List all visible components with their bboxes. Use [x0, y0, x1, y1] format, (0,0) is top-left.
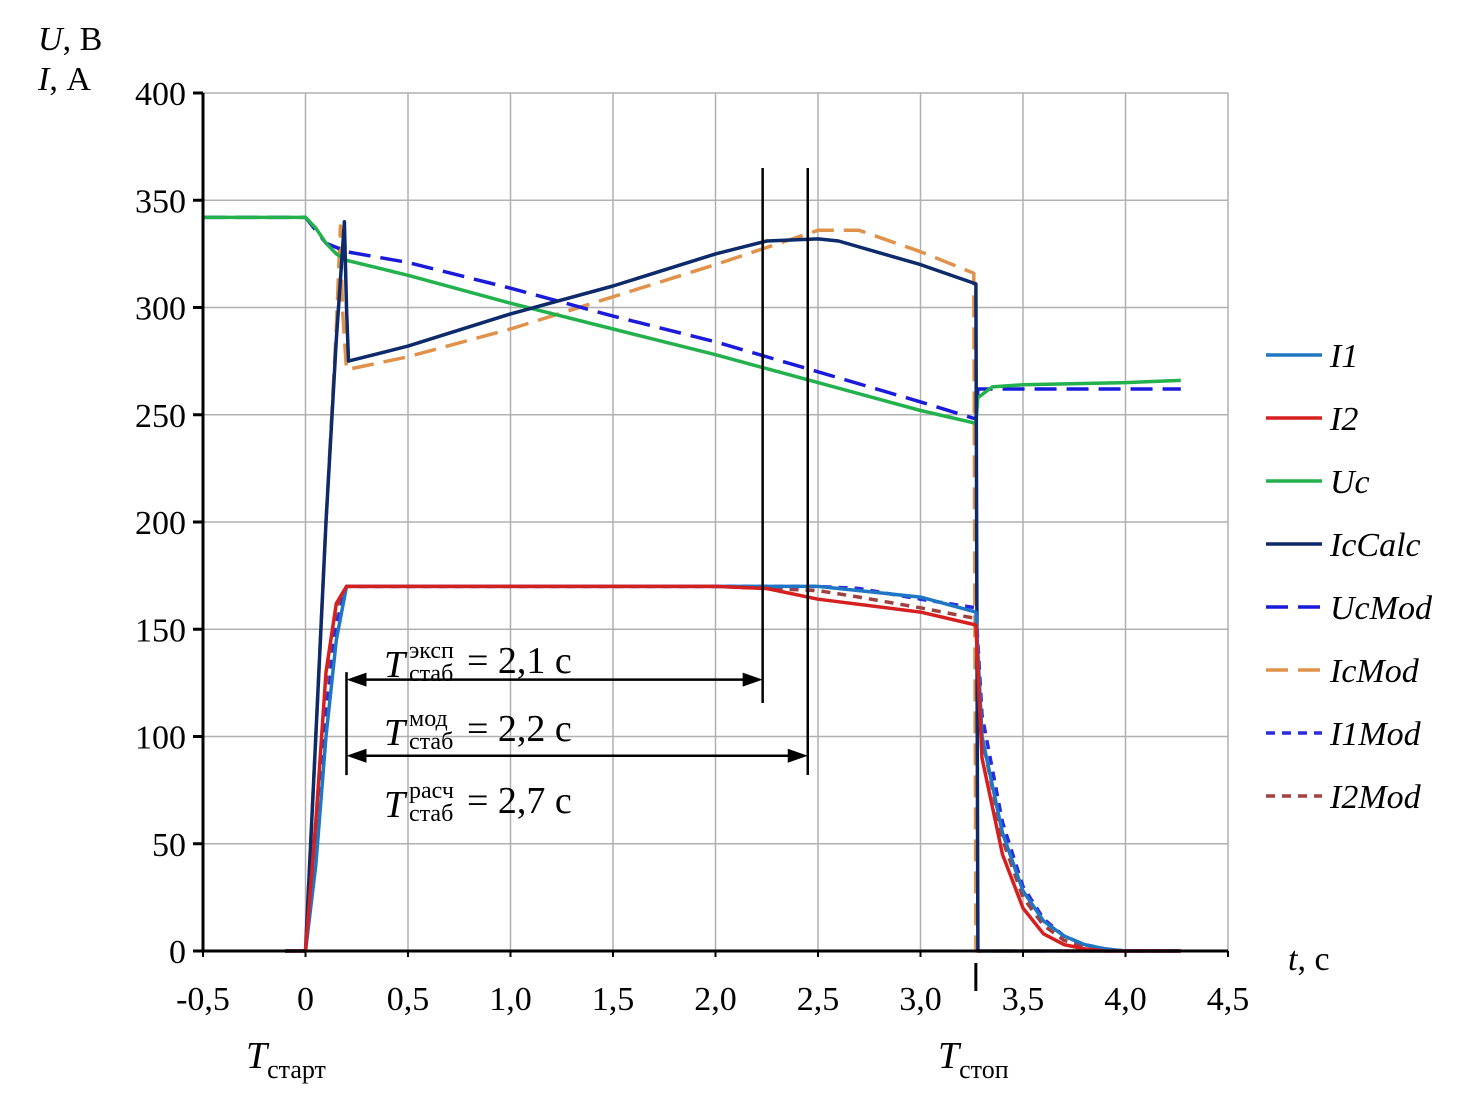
y-tick-label: 100 — [135, 720, 186, 757]
x-tick-label: 1,0 — [489, 981, 532, 1018]
y-tick-label: 0 — [169, 934, 186, 971]
y-label-u: U, В — [38, 21, 102, 58]
stab-calc-label: T расч стаб = 2,7 с — [384, 778, 572, 827]
legend-label: UcMod — [1330, 590, 1433, 627]
y-tick-label: 250 — [135, 398, 186, 435]
series-i1 — [285, 584, 1181, 953]
legend-item-iccalc: IcCalc — [1266, 527, 1421, 564]
legend-label: IcMod — [1329, 653, 1420, 690]
legend-item-i2mod: I2Mod — [1266, 779, 1422, 816]
svg-text:= 2,2 с: = 2,2 с — [467, 708, 572, 750]
x-tick-label: 2,0 — [694, 981, 737, 1018]
y-tick-label: 300 — [135, 291, 186, 328]
stab-exp-arrow — [346, 672, 763, 687]
series-layer — [203, 215, 1181, 953]
svg-text:= 2,1 с: = 2,1 с — [467, 640, 572, 682]
x-label: t, с — [1288, 941, 1330, 978]
series-i2 — [285, 584, 1181, 953]
series-ucmod — [203, 215, 1181, 421]
series-iccalc — [285, 219, 1181, 953]
x-tick-label: 0,5 — [387, 981, 430, 1018]
svg-text:стаб: стаб — [409, 661, 453, 687]
svg-text:эксп: эксп — [409, 638, 454, 664]
legend-item-ucmod: UcMod — [1266, 590, 1433, 627]
svg-text:T: T — [384, 644, 408, 686]
x-tick-label: 4,5 — [1207, 981, 1250, 1018]
legend-item-i1: I1 — [1266, 338, 1358, 375]
x-tick-label: 3,0 — [899, 981, 942, 1018]
legend-label: Uc — [1330, 464, 1370, 501]
y-tick-label: 350 — [135, 183, 186, 220]
legend-label: I1 — [1329, 338, 1358, 375]
legend-item-i1mod: I1Mod — [1266, 716, 1422, 753]
legend-item-i2: I2 — [1266, 401, 1358, 438]
svg-text:мод: мод — [409, 706, 448, 732]
legend: I1 I2 Uc IcCalc UcMod IcMod I1Mod I2Mod — [1266, 338, 1433, 816]
svg-text:стаб: стаб — [409, 729, 453, 755]
svg-text:T: T — [384, 784, 408, 826]
series-uc — [203, 215, 1181, 426]
x-tick-label: -0,5 — [176, 981, 230, 1018]
series-i1mod — [285, 584, 1181, 953]
y-tick-label: 400 — [135, 76, 186, 113]
x-tick-label: 4,0 — [1104, 981, 1147, 1018]
x-tick-label: 1,5 — [592, 981, 635, 1018]
legend-label: I1Mod — [1329, 716, 1422, 753]
t-start-label: Tстарт — [246, 1035, 326, 1084]
stab-mod-arrow — [346, 748, 808, 763]
y-tick-label: 200 — [135, 505, 186, 542]
tick-labels: -0,5 0 0,5 1,0 1,5 2,0 2,5 3,0 3,5 4,0 4,5 0 50 100 15… — [135, 76, 1249, 1018]
annotations — [345, 168, 978, 991]
legend-label: I2 — [1329, 401, 1358, 438]
stab-mod-label: T мод стаб = 2,2 с — [384, 706, 572, 755]
t-stop-label: Tстоп — [938, 1035, 1009, 1084]
legend-item-uc: Uc — [1266, 464, 1370, 501]
svg-text:стаб: стаб — [409, 801, 453, 827]
x-tick-label: 0 — [297, 981, 314, 1018]
x-tick-label: 2,5 — [797, 981, 840, 1018]
legend-item-icmod: IcMod — [1266, 653, 1420, 690]
x-tick-label: 3,5 — [1002, 981, 1045, 1018]
y-tick-label: 150 — [135, 612, 186, 649]
axes — [193, 91, 1229, 957]
svg-text:T: T — [384, 712, 408, 754]
legend-label: I2Mod — [1329, 779, 1422, 816]
svg-text:расч: расч — [409, 778, 454, 804]
stab-exp-label: T эксп стаб = 2,1 с — [384, 638, 572, 687]
y-tick-label: 50 — [152, 827, 186, 864]
y-label-i: I, А — [37, 61, 91, 98]
svg-text:= 2,7 с: = 2,7 с — [467, 780, 572, 822]
legend-label: IcCalc — [1329, 527, 1421, 564]
